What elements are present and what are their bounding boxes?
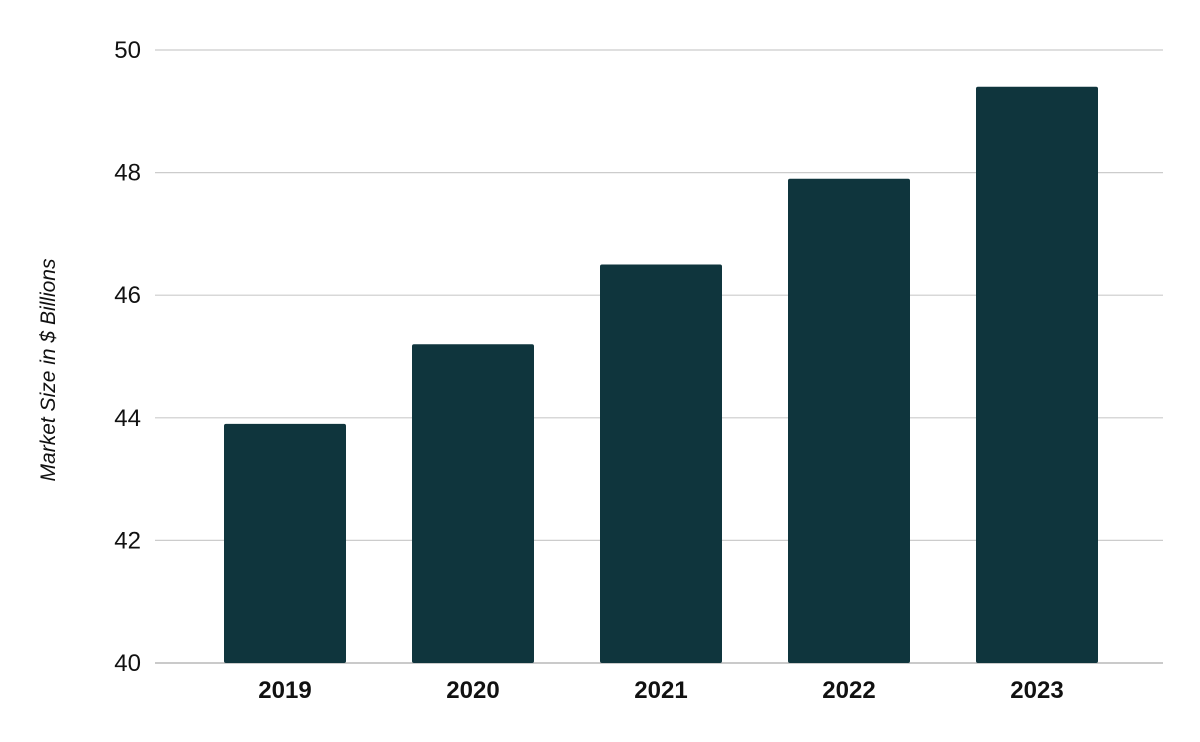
- bar-2019: [224, 423, 346, 663]
- bar-2020: [412, 344, 534, 663]
- y-axis-ticks: 40 42 44 46 48 50: [114, 37, 141, 677]
- x-tick-label: 2022: [822, 677, 875, 704]
- y-tick-label: 46: [114, 282, 141, 309]
- bars: [224, 86, 1098, 664]
- x-tick-label: 2019: [258, 677, 311, 704]
- x-axis-ticks: 2019 2020 2021 2022 2023: [258, 677, 1063, 704]
- x-tick-label: 2023: [1010, 677, 1063, 704]
- x-tick-label: 2021: [634, 677, 687, 704]
- bar-2021: [600, 264, 722, 663]
- bar-2022: [788, 178, 910, 664]
- y-tick-label: 48: [114, 160, 141, 187]
- bar-2023: [976, 86, 1098, 663]
- y-tick-label: 50: [114, 37, 141, 64]
- x-tick-label: 2020: [446, 677, 499, 704]
- y-tick-label: 42: [114, 527, 141, 554]
- y-axis-label: Market Size in $ Billions: [37, 258, 60, 481]
- y-tick-label: 40: [114, 650, 141, 677]
- y-tick-label: 44: [114, 405, 141, 432]
